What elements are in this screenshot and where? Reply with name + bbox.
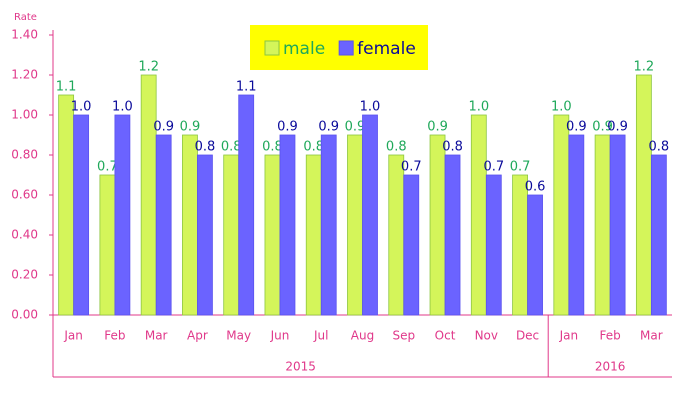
value-label: 0.8	[442, 140, 463, 155]
value-label: 0.9	[153, 120, 174, 135]
y-tick-label: 1.40	[11, 28, 38, 42]
value-label: 1.1	[56, 80, 77, 95]
group-label: 2015	[285, 360, 316, 374]
bar	[527, 194, 543, 316]
value-label: 1.0	[112, 100, 133, 115]
x-tick-label: Sep	[392, 329, 415, 343]
value-label: 0.7	[97, 160, 118, 175]
x-tick-label: Mar	[145, 329, 168, 343]
bar	[429, 134, 446, 316]
bar	[155, 134, 172, 316]
x-tick-label: Nov	[475, 329, 498, 343]
x-tick-label: Mar	[640, 329, 663, 343]
value-label: 1.0	[551, 100, 572, 115]
value-label: 1.0	[360, 100, 381, 115]
value-label: 0.9	[592, 120, 613, 135]
value-label: 0.7	[401, 160, 422, 175]
value-label: 0.7	[483, 160, 504, 175]
x-tick-label: Jan	[63, 329, 83, 343]
bar	[182, 134, 198, 316]
bar	[114, 114, 131, 316]
x-tick-label: Feb	[104, 329, 125, 343]
bar	[73, 114, 90, 316]
value-label: 0.8	[303, 140, 324, 155]
bar	[279, 134, 296, 316]
value-label: 0.8	[195, 140, 216, 155]
value-label: 0.8	[386, 140, 407, 155]
value-label: 1.0	[71, 100, 92, 115]
bar	[197, 154, 213, 316]
bar	[58, 94, 75, 316]
x-tick-label: May	[226, 329, 251, 343]
bar	[485, 174, 502, 316]
group-label: 2016	[595, 360, 626, 374]
legend-label: male	[283, 39, 325, 59]
value-label: 0.9	[180, 120, 201, 135]
bar	[609, 134, 626, 316]
y-tick-label: 0.00	[11, 308, 38, 322]
value-label: 0.9	[427, 120, 448, 135]
y-tick-label: 0.40	[11, 228, 38, 242]
y-axis-label: Rate	[14, 12, 37, 23]
x-tick-label: Dec	[516, 329, 539, 343]
y-tick-label: 0.60	[11, 188, 38, 202]
bar	[635, 74, 652, 316]
value-label: 1.2	[634, 60, 655, 75]
value-label: 0.9	[318, 120, 339, 135]
bar	[594, 134, 611, 316]
legend-label: female	[357, 39, 416, 59]
bar	[347, 134, 363, 316]
bar	[238, 94, 255, 316]
value-label: 0.9	[277, 120, 298, 135]
value-label: 1.2	[138, 60, 159, 75]
value-label: 1.0	[468, 100, 489, 115]
value-label: 0.8	[221, 140, 242, 155]
x-tick-label: Apr	[187, 329, 208, 343]
legend-swatch	[264, 40, 280, 56]
value-label: 0.8	[649, 140, 670, 155]
bar	[553, 114, 570, 316]
bar	[264, 154, 281, 316]
x-tick-label: Aug	[351, 329, 374, 343]
bar	[650, 154, 667, 316]
bar	[140, 74, 157, 316]
value-label: 0.9	[566, 120, 587, 135]
bar	[568, 134, 585, 316]
y-tick-label: 0.20	[11, 268, 38, 282]
bar	[512, 174, 528, 316]
y-tick-label: 0.80	[11, 148, 38, 162]
bar	[223, 154, 240, 316]
value-label: 0.7	[510, 160, 531, 175]
bar	[403, 174, 420, 316]
value-label: 0.6	[525, 180, 546, 195]
value-label: 0.9	[345, 120, 366, 135]
y-tick-label: 1.20	[11, 68, 38, 82]
x-tick-label: Jul	[313, 329, 328, 343]
y-tick-label: 1.00	[11, 108, 38, 122]
bar	[99, 174, 116, 316]
x-tick-label: Jun	[270, 329, 290, 343]
x-tick-label: Oct	[435, 329, 456, 343]
x-tick-label: Jan	[559, 329, 579, 343]
x-tick-label: Feb	[599, 329, 620, 343]
value-label: 0.9	[607, 120, 628, 135]
bar	[444, 154, 461, 316]
bar	[305, 154, 322, 316]
value-label: 1.1	[236, 80, 257, 95]
bar	[470, 114, 487, 316]
bar	[320, 134, 337, 316]
bar	[362, 114, 378, 316]
value-label: 0.8	[262, 140, 283, 155]
bar	[388, 154, 405, 316]
legend-swatch	[338, 40, 354, 56]
